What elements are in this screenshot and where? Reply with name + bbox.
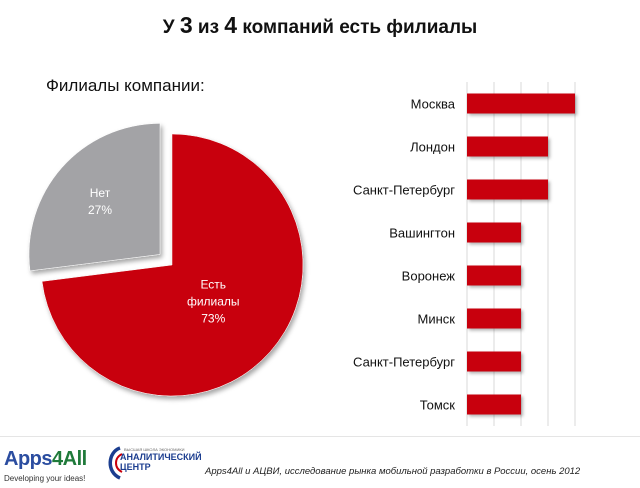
bar-category-label-1: Лондон — [410, 140, 455, 155]
apps4all-logo-part1: Apps — [4, 448, 53, 470]
bar-0 — [467, 93, 575, 114]
pie-slice-label-yes-1: филиалы — [187, 294, 240, 308]
title-middle: из — [197, 17, 220, 38]
source-note: Apps4All и АЦВИ, исследование рынка моби… — [205, 466, 581, 477]
bar-1 — [467, 136, 548, 157]
apps4all-slogan: Developing your ideas! — [4, 474, 86, 483]
pie-slice-label-no-0: Нет — [90, 186, 111, 200]
analytic-center-logo-icon — [108, 446, 123, 480]
bar-7 — [467, 394, 521, 415]
bar-category-label-7: Томск — [420, 398, 456, 413]
bar-6 — [467, 351, 521, 372]
apps4all-logo: Apps4All — [4, 448, 87, 471]
pie-slice-label-yes-0: Есть — [200, 277, 226, 291]
pie-slice-yes — [41, 133, 304, 397]
pie-chart-title: Филиалы компании: — [46, 76, 205, 95]
analytic-center-line2: ЦЕНТР — [120, 462, 151, 472]
bar-5 — [467, 308, 521, 329]
title-number-3: 3 — [179, 12, 193, 38]
title-number-4: 4 — [224, 12, 238, 38]
bar-category-label-0: Москва — [411, 97, 456, 112]
footer-divider — [0, 436, 640, 437]
bar-category-label-4: Воронеж — [402, 269, 456, 284]
page-title: У 3 из 4 компаний есть филиалы — [0, 12, 640, 39]
bar-4 — [467, 265, 521, 286]
title-prefix: У — [162, 17, 175, 38]
bar-category-label-3: Вашингтон — [389, 226, 455, 241]
analytic-center-name: АНАЛИТИЧЕСКИЙ ЦЕНТР — [120, 452, 202, 472]
analytic-center-line1: АНАЛИТИЧЕСКИЙ — [120, 452, 202, 462]
apps4all-logo-part2: 4All — [52, 448, 87, 470]
bar-2 — [467, 179, 548, 200]
bar-category-label-6: Санкт-Петербург — [353, 355, 455, 370]
pie-slice-no — [28, 123, 161, 272]
pie-slice-label-no-1: 27% — [88, 203, 112, 217]
bar-3 — [467, 222, 521, 243]
bar-category-label-2: Санкт-Петербург — [353, 183, 455, 198]
pie-slice-label-yes-2: 73% — [201, 311, 225, 325]
title-suffix: компаний есть филиалы — [242, 17, 478, 38]
analytic-center-small-text: ВЫСШАЯ ШКОЛА ЭКОНОМИКИ — [124, 447, 185, 452]
bar-category-label-5: Минск — [418, 312, 456, 327]
